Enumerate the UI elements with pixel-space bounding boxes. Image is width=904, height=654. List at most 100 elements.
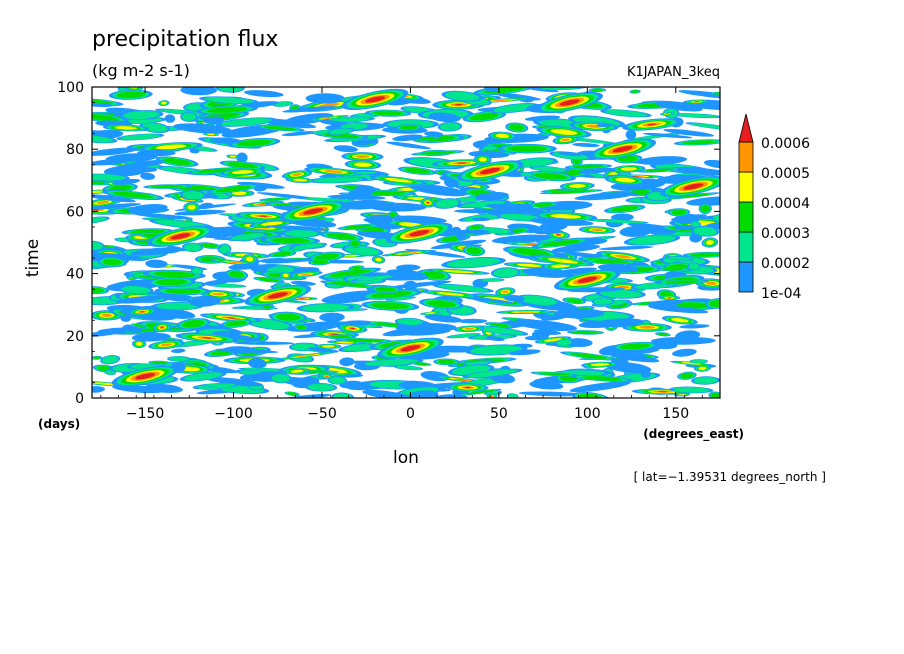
contour-blob	[485, 204, 546, 214]
contour-level-4	[547, 258, 579, 264]
contour-level-3	[152, 361, 168, 365]
contour-blob	[685, 122, 720, 131]
contour-level-2	[301, 303, 350, 312]
contour-blob	[385, 296, 416, 301]
contour-level-3	[200, 243, 218, 248]
contour-level-2	[120, 134, 161, 140]
contour-level-6	[464, 386, 471, 389]
contour-level-2	[713, 214, 720, 221]
contour-blob	[148, 340, 185, 350]
contour-blob	[173, 123, 233, 134]
contour-level-4	[161, 101, 167, 105]
contour-level-4	[375, 257, 382, 262]
contour-level-4	[398, 222, 422, 227]
contour-blob	[655, 279, 709, 285]
contour-blob	[420, 197, 436, 208]
contour-blob	[265, 225, 330, 231]
contour-blob	[359, 358, 424, 367]
contour-blob	[294, 323, 308, 331]
x-tick-label: −150	[126, 406, 164, 422]
contour-blob	[687, 262, 701, 271]
contour-blob	[308, 258, 333, 266]
contour-blob	[92, 111, 130, 124]
contour-blob	[92, 134, 118, 144]
contour-level-2	[312, 177, 363, 183]
y-tick-label: 0	[75, 391, 84, 407]
contour-level-3	[108, 184, 132, 192]
contour-level-2	[476, 326, 524, 335]
contour-blob	[283, 113, 334, 125]
contour-level-2	[345, 245, 380, 256]
contour-level-1	[686, 196, 720, 206]
contour-blob	[564, 163, 613, 170]
contour-level-2	[218, 244, 231, 254]
contour-level-4	[425, 312, 436, 315]
contour-level-3	[611, 206, 639, 212]
contour-level-2	[397, 318, 423, 325]
contour-level-5	[639, 325, 655, 329]
x-axis-unit: (degrees_east)	[643, 427, 744, 442]
contour-blob	[259, 197, 291, 202]
contour-level-1	[120, 314, 132, 322]
contour-blob	[139, 142, 203, 152]
contour-level-1	[409, 390, 439, 398]
contour-blob	[147, 277, 196, 287]
contour-blob	[570, 374, 633, 382]
contour-level-1	[341, 320, 374, 326]
contour-blob	[670, 360, 713, 366]
contour-level-3	[690, 252, 720, 257]
contour-blob	[100, 355, 121, 365]
contour-blob	[243, 90, 284, 98]
contour-blob	[515, 294, 562, 307]
contour-level-1	[189, 295, 221, 307]
contour-blob	[584, 218, 650, 224]
contour-blob	[661, 192, 720, 200]
contour-blob	[176, 318, 211, 330]
contour-level-1	[625, 129, 637, 140]
contour-level-1	[239, 374, 266, 382]
contour-level-6	[491, 395, 493, 397]
contour-level-1	[595, 318, 645, 328]
contour-level-1	[282, 106, 339, 113]
chart-units: (kg m-2 s-1)	[92, 61, 190, 80]
contour-level-1	[319, 312, 345, 322]
x-tick-label: 0	[406, 406, 415, 422]
contour-level-1	[679, 324, 710, 329]
contour-blob	[712, 214, 720, 222]
contour-level-1	[236, 181, 285, 189]
contour-level-1	[165, 245, 178, 254]
contour-level-4	[384, 178, 413, 183]
contour-blob	[698, 203, 712, 215]
contour-blob	[92, 330, 122, 337]
contour-blob	[656, 266, 690, 272]
contour-level-1	[215, 348, 279, 354]
colorbar-segment	[738, 201, 754, 233]
contour-blob	[683, 99, 710, 104]
contour-blob	[462, 245, 486, 257]
contour-level-2	[600, 289, 642, 298]
contour-level-3	[258, 277, 280, 282]
contour-blob	[567, 330, 604, 335]
contour-blob	[490, 267, 521, 279]
contour-level-3	[533, 172, 568, 180]
contour-level-2	[92, 241, 103, 251]
contour-level-2	[230, 233, 265, 241]
contour-blob	[215, 348, 279, 354]
contour-blob	[179, 190, 207, 201]
contour-level-5	[464, 327, 474, 330]
y-tick-label: 20	[66, 329, 84, 345]
contour-blob	[560, 351, 618, 361]
contour-blob	[658, 295, 681, 301]
contour-blob	[118, 160, 166, 169]
contour-level-6	[202, 337, 212, 339]
contour-blob	[674, 225, 693, 231]
contour-blob	[304, 167, 363, 176]
contour-blob	[673, 139, 720, 146]
contour-blob	[315, 343, 342, 350]
contour-blob	[595, 318, 645, 328]
contour-level-4	[290, 369, 304, 373]
contour-level-2	[481, 278, 503, 282]
contour-blob	[307, 176, 368, 184]
contour-blob	[102, 124, 149, 132]
contour-level-3	[371, 302, 410, 310]
